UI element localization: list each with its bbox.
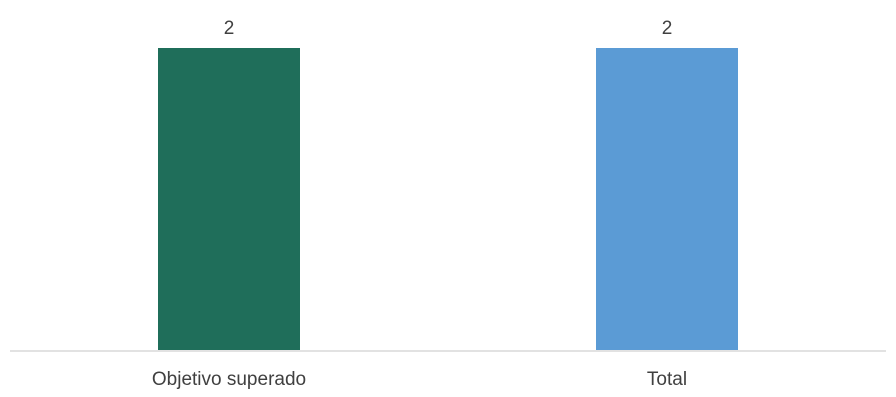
bar-2 [596,48,738,350]
x-tick-labels-layer: Objetivo superado Total [152,369,687,390]
bar-1 [158,48,300,350]
x-tick-label-1: Objetivo superado [152,369,306,390]
bars-layer [158,48,738,350]
data-label-1: 2 [224,18,235,39]
data-label-2: 2 [662,18,673,39]
x-tick-label-2: Total [647,369,687,390]
